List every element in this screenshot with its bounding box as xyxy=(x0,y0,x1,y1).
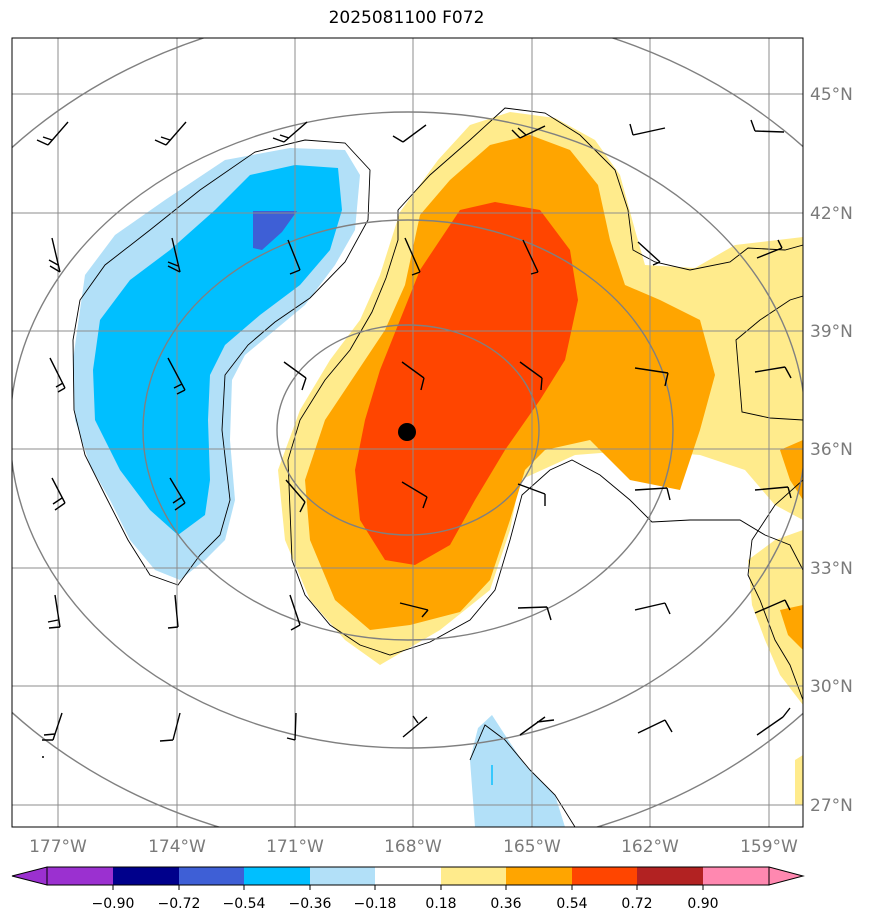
colorbar-tick-label: −0.54 xyxy=(223,896,266,912)
colorbar: −0.90 −0.72 −0.54 −0.36 −0.18 0.18 0.36 … xyxy=(11,866,805,912)
map-title: 2025081100 F072 xyxy=(328,8,485,28)
lon-label: 162°W xyxy=(621,837,679,857)
latitude-labels: 45°N 42°N 39°N 36°N 33°N 30°N 27°N xyxy=(810,85,853,816)
negative-anomaly-mid xyxy=(93,165,342,535)
colorbar-bin xyxy=(113,867,179,885)
lat-label: 39°N xyxy=(810,322,853,342)
lon-label: 171°W xyxy=(266,837,324,857)
positive-anomaly-light-east xyxy=(748,530,803,705)
lon-label: 159°W xyxy=(740,837,798,857)
colorbar-tick-label: −0.72 xyxy=(158,896,201,912)
colorbar-tick-label: −0.18 xyxy=(354,896,397,912)
colorbar-tick-label: −0.36 xyxy=(289,896,332,912)
colorbar-tick-label: 0.18 xyxy=(425,896,456,912)
colorbar-bin xyxy=(506,867,572,885)
colorbar-bin xyxy=(441,867,506,885)
colorbar-tick-label: 0.90 xyxy=(687,896,718,912)
colorbar-tick-label: 0.54 xyxy=(556,896,587,912)
lon-label: 174°W xyxy=(148,837,206,857)
lat-label: 27°N xyxy=(810,796,853,816)
negative-anomaly-strong xyxy=(253,211,297,250)
range-rings xyxy=(12,38,803,827)
lon-label: 168°W xyxy=(384,837,442,857)
map-area xyxy=(12,38,803,827)
negative-anomaly-light-south xyxy=(470,715,565,827)
colorbar-bin xyxy=(310,867,375,885)
contour-lines xyxy=(72,107,803,827)
longitude-labels: 177°W 174°W 171°W 168°W 165°W 162°W 159°… xyxy=(29,837,798,857)
colorbar-tick-label: 0.36 xyxy=(490,896,521,912)
colorbar-over xyxy=(768,866,805,886)
colorbar-bin xyxy=(179,867,244,885)
map-frame xyxy=(11,37,804,828)
colorbar-bin xyxy=(375,867,441,885)
wind-barbs xyxy=(36,119,792,785)
colorbar-under xyxy=(11,866,48,886)
storm-center-marker xyxy=(398,423,416,441)
colorbar-bin xyxy=(703,867,769,885)
colorbar-tick-label: −0.90 xyxy=(92,896,135,912)
lat-label: 36°N xyxy=(810,440,853,460)
lon-label: 165°W xyxy=(503,837,561,857)
colorbar-bin xyxy=(637,867,703,885)
colorbar-bin xyxy=(47,867,113,885)
lat-label: 30°N xyxy=(810,677,853,697)
lat-label: 42°N xyxy=(810,204,853,224)
positive-anomaly-light-se xyxy=(795,755,803,805)
lat-label: 45°N xyxy=(810,85,853,105)
positive-anomaly-mid-se xyxy=(780,605,803,650)
colorbar-tick-label: 0.72 xyxy=(621,896,652,912)
colorbar-bin xyxy=(244,867,310,885)
lon-label: 177°W xyxy=(29,837,87,857)
positive-anomaly-strong xyxy=(355,202,578,565)
colorbar-bin xyxy=(572,867,637,885)
lat-label: 33°N xyxy=(810,559,853,579)
